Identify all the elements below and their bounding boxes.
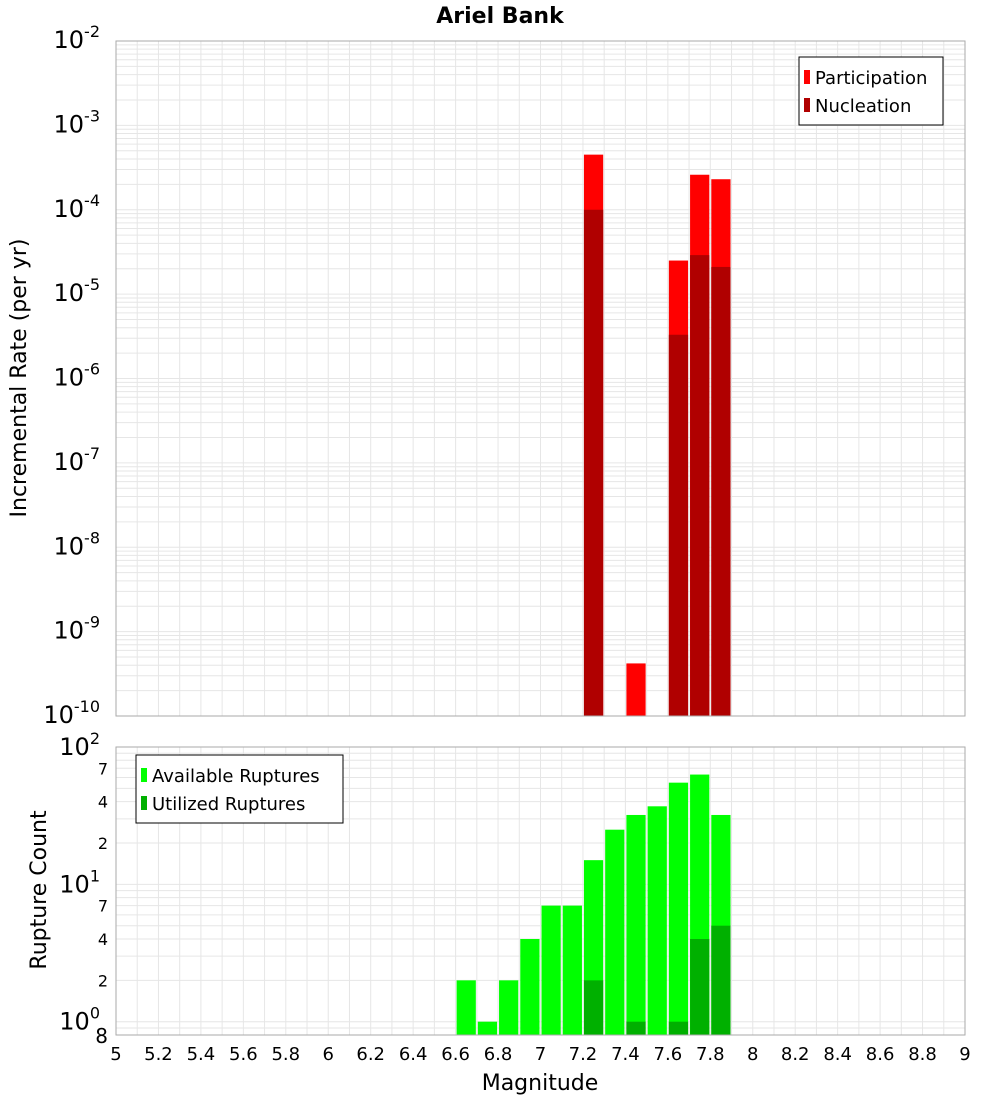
x-tick-label: 8.2 — [781, 1044, 810, 1065]
top-legend-label: Participation — [815, 68, 927, 89]
x-tick-label: 5.6 — [229, 1044, 258, 1065]
x-tick-label: 6.2 — [356, 1044, 385, 1065]
bottom-y-minor-tick-label: 7 — [98, 759, 108, 778]
x-tick-label: 8.6 — [866, 1044, 895, 1065]
bottom-legend-box — [135, 754, 344, 824]
bottom-bar-available-ruptures — [605, 829, 625, 1035]
bottom-legend-label: Utilized Ruptures — [152, 794, 305, 815]
bottom-bar-utilized-ruptures — [626, 1021, 646, 1035]
bottom-y-minor-tick-label: 2 — [98, 834, 108, 853]
top-y-tick-label: 10-5 — [54, 275, 101, 307]
bottom-plot-area: 8 2 4 7 2 4 7 100 101 102 Available Ruptures Utiliz… — [59, 729, 970, 1065]
bottom-bar-available-ruptures — [499, 980, 519, 1035]
top-y-tick-label: 10-6 — [54, 360, 101, 392]
x-tick-label: 8 — [747, 1044, 758, 1065]
top-grid — [115, 40, 966, 717]
bottom-bar-available-ruptures — [477, 1021, 498, 1035]
top-y-tick-label: 10-7 — [54, 444, 101, 476]
x-tick-label: 6.4 — [399, 1044, 428, 1065]
top-bar-participation — [626, 663, 646, 716]
top-legend: Participation Nucleation — [798, 56, 944, 126]
bottom-y-tick-label: 100 — [59, 1004, 100, 1036]
x-tick-label: 5.8 — [271, 1044, 300, 1065]
top-bar-nucleation — [711, 266, 731, 716]
x-tick-label: 5.2 — [144, 1044, 173, 1065]
bottom-bar-available-ruptures — [647, 806, 667, 1035]
chart-title: Ariel Bank — [436, 4, 565, 29]
bottom-bar-available-ruptures — [541, 905, 561, 1035]
x-tick-label: 8.4 — [823, 1044, 852, 1065]
bottom-y-minor-tick-label: 8 — [95, 1024, 108, 1048]
bottom-legend-swatch — [141, 796, 147, 810]
bottom-y-minor-tick-label: 4 — [98, 793, 108, 812]
x-tick-label: 7 — [535, 1044, 546, 1065]
bottom-legend-swatch — [141, 768, 147, 782]
bottom-y-tick-label: 102 — [59, 729, 100, 761]
bottom-bar-available-ruptures — [562, 905, 582, 1035]
x-tick-label: 5 — [110, 1044, 121, 1065]
top-series-2 — [583, 209, 731, 716]
x-tick-label: 6.6 — [441, 1044, 470, 1065]
top-bar-nucleation — [690, 255, 710, 716]
bottom-plot-frame — [115, 746, 966, 1036]
x-tick-label: 8.8 — [908, 1044, 937, 1065]
top-legend-label: Nucleation — [815, 96, 911, 117]
bottom-y-axis-label: Rupture Count — [27, 810, 52, 970]
x-tick-label: 6 — [323, 1044, 334, 1065]
bottom-y-minor-tick-label: 4 — [98, 930, 108, 949]
bottom-bar-available-ruptures — [626, 814, 646, 1035]
x-tick-label: 7.2 — [569, 1044, 598, 1065]
x-tick-label: 5.4 — [187, 1044, 216, 1065]
bottom-bar-available-ruptures — [456, 980, 476, 1035]
top-bar-nucleation — [668, 334, 689, 716]
top-y-tick-label: 10-4 — [54, 191, 101, 223]
x-tick-label: 7.8 — [696, 1044, 725, 1065]
bottom-series-1 — [456, 774, 731, 1035]
bottom-bar-utilized-ruptures — [668, 1021, 689, 1035]
top-y-tick-label: 10-10 — [43, 697, 100, 729]
x-tick-label: 9 — [959, 1044, 970, 1065]
top-legend-box — [798, 56, 944, 126]
bottom-y-minor-tick-label: 2 — [98, 971, 108, 990]
bottom-bar-utilized-ruptures — [583, 980, 604, 1035]
top-y-tick-label: 10-2 — [54, 22, 101, 54]
top-legend-swatch — [804, 70, 810, 84]
bottom-y-tick-label: 101 — [59, 866, 100, 898]
top-y-tick-label: 10-8 — [54, 528, 101, 560]
bottom-bar-available-ruptures — [520, 939, 540, 1035]
bottom-y-minor-tick-label: 7 — [98, 897, 108, 916]
x-tick-label: 7.4 — [611, 1044, 640, 1065]
x-axis-label: Magnitude — [482, 1071, 599, 1096]
bottom-bar-available-ruptures — [668, 782, 689, 1035]
x-tick-label: 6.8 — [484, 1044, 513, 1065]
top-y-tick-label: 10-9 — [54, 613, 101, 645]
bottom-bar-utilized-ruptures — [711, 925, 731, 1035]
top-plot-frame — [115, 40, 966, 717]
bottom-legend: Available Ruptures Utilized Ruptures — [135, 754, 344, 824]
top-y-axis-label: Incremental Rate (per yr) — [7, 239, 32, 518]
top-bar-nucleation — [583, 209, 604, 716]
x-tick-label: 7.6 — [654, 1044, 683, 1065]
top-plot-area: 10-10 10-9 10-8 10-7 10-6 10-5 10-4 10-3 10-2 Par… — [43, 22, 966, 729]
bottom-series-2 — [583, 925, 731, 1035]
bottom-bar-utilized-ruptures — [690, 939, 710, 1035]
top-legend-swatch — [804, 98, 810, 112]
bottom-legend-label: Available Ruptures — [152, 766, 320, 787]
top-y-tick-label: 10-3 — [54, 106, 101, 138]
